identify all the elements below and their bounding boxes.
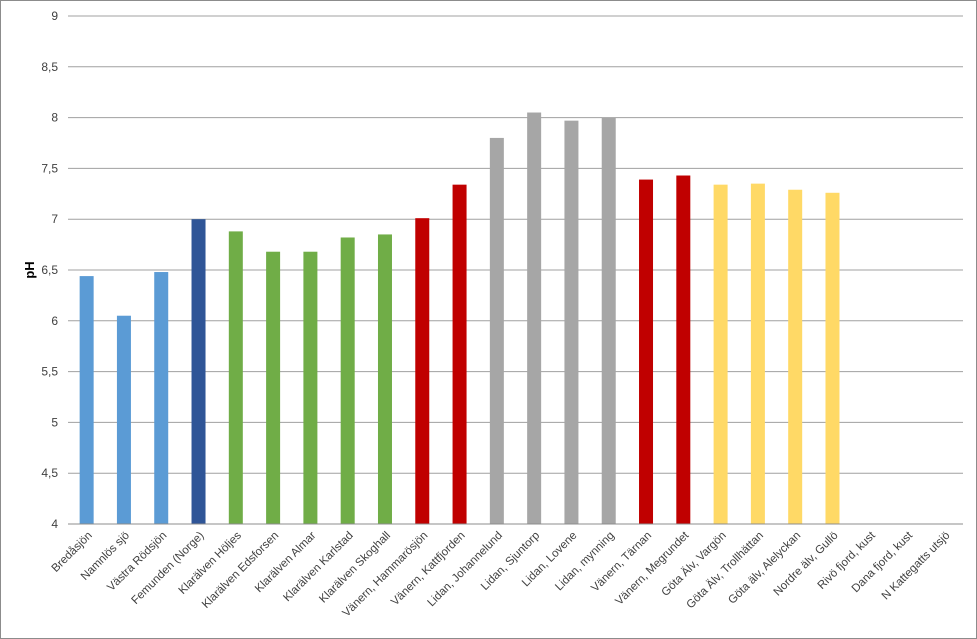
bar: [676, 175, 691, 524]
bar: [452, 184, 467, 524]
y-tick-label: 8: [51, 111, 58, 125]
y-tick-label: 9: [51, 9, 58, 23]
y-tick-label: 6,5: [41, 263, 58, 277]
bar: [489, 137, 504, 525]
bar: [564, 120, 579, 524]
y-tick-label: 5,5: [41, 365, 58, 379]
gridlines: [68, 15, 963, 474]
bar: [601, 117, 616, 524]
x-category-label: Nordre älv, Gullö: [772, 530, 841, 599]
bar: [303, 251, 318, 524]
y-tick-label: 5: [51, 415, 58, 429]
bar: [639, 179, 654, 525]
bar: [154, 272, 169, 524]
bar: [116, 315, 131, 524]
y-tick-label: 8,5: [41, 60, 58, 74]
y-tick-label: 7: [51, 212, 58, 226]
y-tick-label: 4,5: [41, 466, 58, 480]
bar: [750, 183, 765, 524]
y-axis-ticks: 4 4,5 5 5,5 6 6,5 7 7,5 8 8,5 9: [41, 9, 58, 531]
x-category-label: Göta Älv, Vargön: [660, 530, 729, 599]
bars: [79, 112, 840, 525]
bar: [228, 231, 243, 524]
x-category-label: Klarälven Höljes: [177, 529, 244, 596]
bar: [788, 189, 803, 524]
bar: [79, 276, 94, 524]
x-category-label: N Kattegatts utsjö: [880, 530, 953, 603]
bar: [377, 234, 392, 524]
y-tick-label: 4: [51, 517, 58, 531]
bar: [825, 192, 840, 524]
x-category-label: Femunden (Norge): [129, 530, 206, 607]
x-category-label: Klarälven Karlstad: [281, 530, 355, 604]
bar: [527, 112, 542, 525]
y-axis-title: pH: [22, 261, 37, 278]
x-category-label: Göta älv, Alelyckan: [726, 530, 803, 607]
y-tick-label: 6: [51, 314, 58, 328]
x-category-label: Klarälven Skoghall: [317, 530, 393, 606]
bar: [713, 184, 728, 524]
bar: [415, 218, 430, 524]
bar: [340, 237, 355, 524]
bar: [266, 251, 281, 524]
bar: [191, 219, 206, 524]
y-tick-label: 7,5: [41, 161, 58, 175]
